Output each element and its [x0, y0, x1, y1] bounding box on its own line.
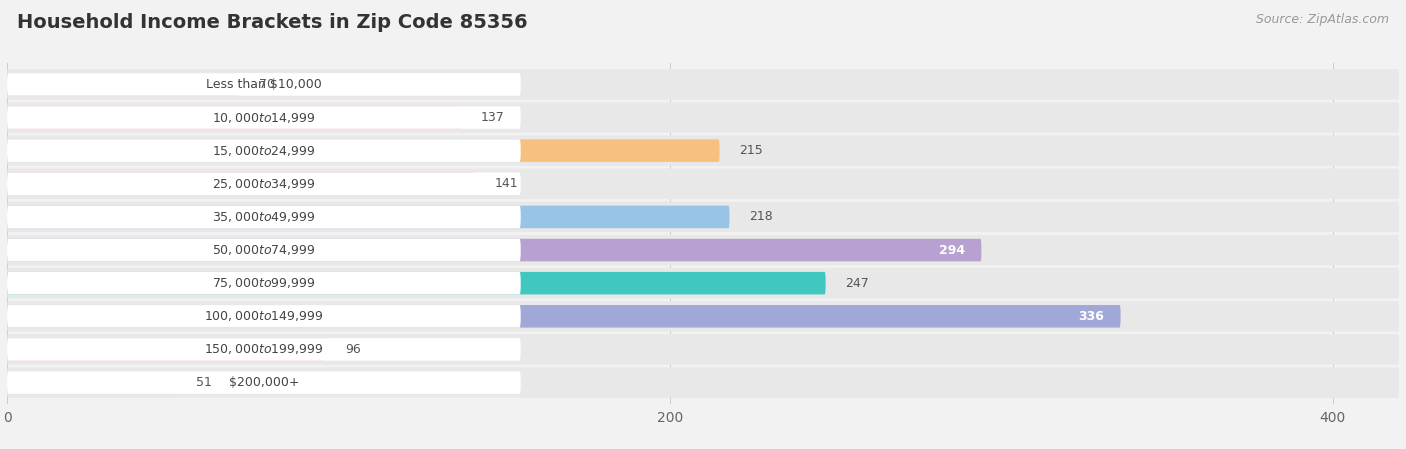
FancyBboxPatch shape: [7, 371, 176, 394]
Text: $15,000 to $24,999: $15,000 to $24,999: [212, 144, 315, 158]
FancyBboxPatch shape: [7, 272, 520, 295]
FancyBboxPatch shape: [7, 69, 1399, 100]
FancyBboxPatch shape: [7, 206, 520, 228]
FancyBboxPatch shape: [7, 301, 1399, 331]
Text: $35,000 to $49,999: $35,000 to $49,999: [212, 210, 315, 224]
Text: Household Income Brackets in Zip Code 85356: Household Income Brackets in Zip Code 85…: [17, 13, 527, 32]
FancyBboxPatch shape: [7, 338, 520, 361]
FancyBboxPatch shape: [7, 202, 1399, 232]
FancyBboxPatch shape: [7, 235, 1399, 265]
Text: 70: 70: [259, 78, 276, 91]
FancyBboxPatch shape: [7, 268, 1399, 299]
FancyBboxPatch shape: [7, 168, 1399, 199]
Text: $50,000 to $74,999: $50,000 to $74,999: [212, 243, 315, 257]
FancyBboxPatch shape: [7, 206, 730, 228]
FancyBboxPatch shape: [7, 172, 474, 195]
Text: 215: 215: [740, 144, 763, 157]
Text: Source: ZipAtlas.com: Source: ZipAtlas.com: [1256, 13, 1389, 26]
FancyBboxPatch shape: [7, 136, 1399, 166]
FancyBboxPatch shape: [7, 371, 520, 394]
Text: 218: 218: [749, 211, 773, 224]
Text: 336: 336: [1078, 310, 1104, 323]
Text: $75,000 to $99,999: $75,000 to $99,999: [212, 276, 315, 290]
FancyBboxPatch shape: [7, 305, 1121, 328]
Text: $200,000+: $200,000+: [229, 376, 299, 389]
FancyBboxPatch shape: [7, 305, 520, 328]
FancyBboxPatch shape: [7, 139, 720, 162]
FancyBboxPatch shape: [7, 73, 239, 96]
FancyBboxPatch shape: [7, 338, 325, 361]
FancyBboxPatch shape: [7, 239, 981, 261]
Text: 96: 96: [344, 343, 361, 356]
FancyBboxPatch shape: [7, 239, 520, 261]
FancyBboxPatch shape: [7, 106, 520, 129]
Text: 137: 137: [481, 111, 505, 124]
Text: 141: 141: [495, 177, 517, 190]
Text: $100,000 to $149,999: $100,000 to $149,999: [204, 309, 323, 323]
Text: 51: 51: [195, 376, 212, 389]
Text: Less than $10,000: Less than $10,000: [207, 78, 322, 91]
Text: $150,000 to $199,999: $150,000 to $199,999: [204, 343, 323, 357]
FancyBboxPatch shape: [7, 102, 1399, 133]
Text: 247: 247: [845, 277, 869, 290]
FancyBboxPatch shape: [7, 334, 1399, 365]
FancyBboxPatch shape: [7, 367, 1399, 398]
FancyBboxPatch shape: [7, 139, 520, 162]
FancyBboxPatch shape: [7, 106, 461, 129]
FancyBboxPatch shape: [7, 172, 520, 195]
FancyBboxPatch shape: [7, 73, 520, 96]
Text: $25,000 to $34,999: $25,000 to $34,999: [212, 177, 315, 191]
Text: 294: 294: [939, 243, 965, 256]
FancyBboxPatch shape: [7, 272, 825, 295]
Text: $10,000 to $14,999: $10,000 to $14,999: [212, 110, 315, 124]
